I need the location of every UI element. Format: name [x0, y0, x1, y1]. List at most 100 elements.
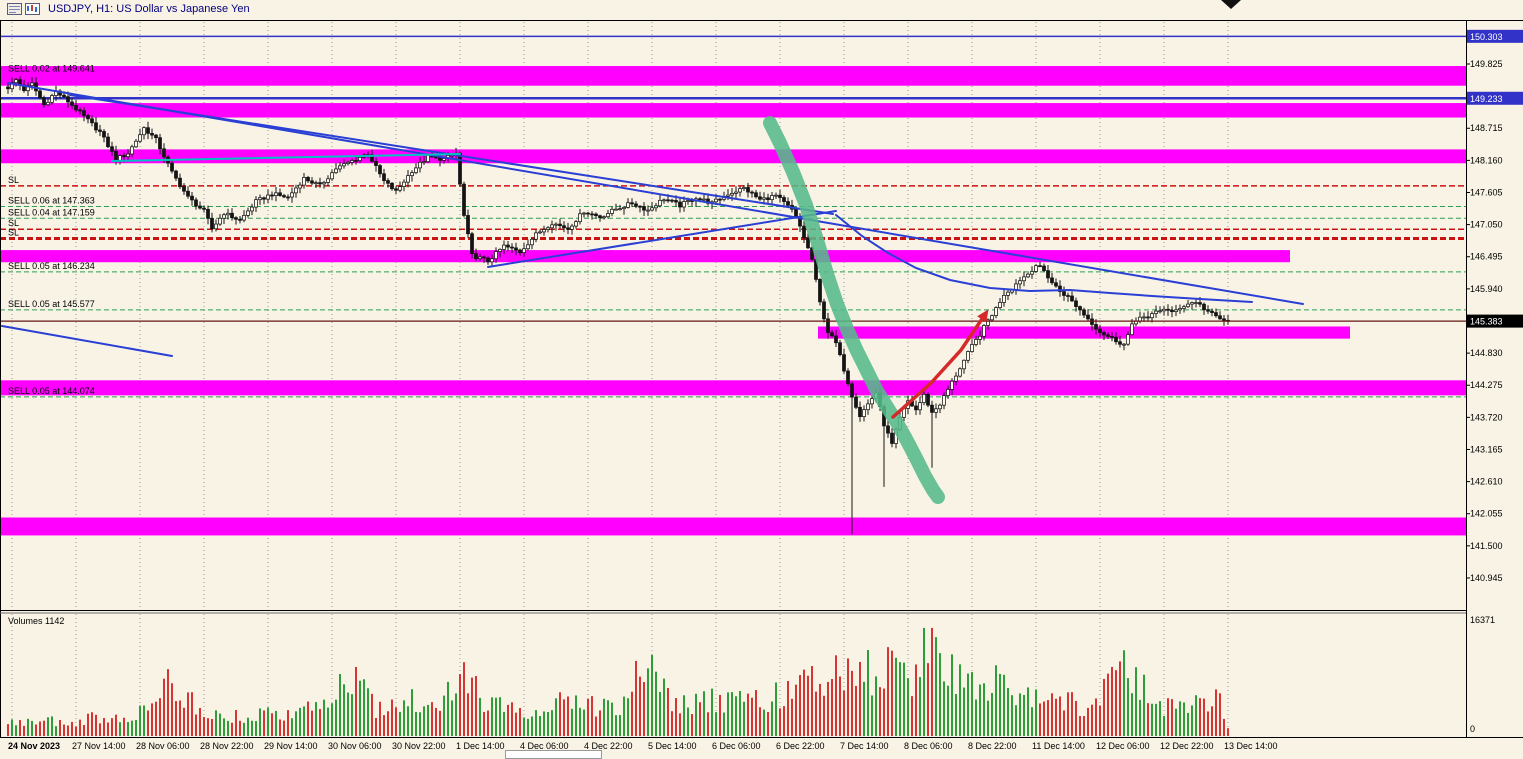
time-axis-label[interactable]: 4 Dec 22:00 [584, 741, 633, 751]
volume-bar [823, 695, 825, 736]
time-axis-label[interactable]: 6 Dec 06:00 [712, 741, 761, 751]
volume-bar [1227, 728, 1229, 736]
volume-bar [483, 711, 485, 736]
candle-down [282, 195, 286, 198]
candle-up [1142, 316, 1146, 319]
candle-down [310, 180, 314, 184]
volume-bar [863, 681, 865, 736]
volume-bar [539, 716, 541, 736]
time-axis-label[interactable]: 12 Dec 22:00 [1160, 741, 1214, 751]
volume-bar [203, 717, 205, 736]
short-descending-line[interactable] [1, 325, 173, 357]
time-axis-label[interactable]: 6 Dec 22:00 [776, 741, 825, 751]
moving-average-curve[interactable] [835, 214, 1253, 303]
time-axis-label[interactable]: 13 Dec 14:00 [1224, 741, 1278, 751]
price-tick-label: 143.165 [1470, 444, 1503, 454]
volume-bar [39, 721, 41, 736]
volume-bar [627, 698, 629, 736]
volume-bar [1159, 701, 1161, 736]
current-price-badge [1466, 314, 1523, 328]
volume-bar [595, 716, 597, 736]
candle-down [174, 170, 178, 179]
volume-bar [923, 627, 925, 736]
volume-bar [579, 707, 581, 736]
volume-bar [915, 664, 917, 736]
time-axis-label[interactable]: 5 Dec 14:00 [648, 741, 697, 751]
volume-bar [723, 712, 725, 736]
time-axis-label[interactable]: 24 Nov 2023 [8, 741, 60, 751]
volume-bar [51, 716, 53, 736]
candle-down [854, 396, 858, 408]
chart-properties-icon[interactable] [7, 3, 22, 15]
candle-up [682, 201, 686, 208]
time-axis-label[interactable]: 8 Dec 06:00 [904, 741, 953, 751]
red-trend-arrowhead-icon [977, 309, 989, 323]
volume-bar [983, 683, 985, 736]
time-axis-label[interactable]: 28 Nov 22:00 [200, 741, 254, 751]
price-zone-band[interactable] [818, 326, 1350, 339]
candle-up [214, 223, 218, 230]
volume-bar [1191, 705, 1193, 736]
volume-bar [215, 710, 217, 736]
time-axis-label[interactable]: 12 Dec 06:00 [1096, 741, 1150, 751]
volume-bar [727, 692, 729, 736]
price-zone-band[interactable] [0, 250, 1290, 263]
volume-bar [751, 697, 753, 736]
price-zone-band[interactable] [0, 66, 1466, 86]
candle-up [658, 199, 662, 207]
volume-bar [763, 709, 765, 736]
time-axis-label[interactable]: 1 Dec 14:00 [456, 741, 505, 751]
volume-bar [659, 691, 661, 736]
chart-menu-arrow-icon[interactable] [1221, 0, 1241, 9]
level-price-badge [1466, 91, 1523, 105]
time-axis-label[interactable]: 30 Nov 06:00 [328, 741, 382, 751]
time-axis-label[interactable]: 30 Nov 22:00 [392, 741, 446, 751]
time-axis-label[interactable]: 27 Nov 14:00 [72, 741, 126, 751]
time-axis-label[interactable]: 29 Nov 14:00 [264, 741, 318, 751]
volume-bar [515, 712, 517, 736]
candle-up [398, 186, 402, 191]
candle-down [1042, 265, 1046, 272]
candle-down [374, 160, 378, 166]
price-zone-band[interactable] [0, 380, 1466, 396]
ascending-wedge-line[interactable] [487, 210, 837, 268]
red-trend-arrow-line[interactable] [891, 314, 986, 419]
volume-bar [63, 724, 65, 736]
volume-bar [939, 653, 941, 736]
hand-drawn-green-curve[interactable] [763, 116, 945, 504]
candle-up [974, 339, 978, 345]
time-axis-label[interactable]: 11 Dec 14:00 [1032, 741, 1085, 751]
volume-bar [567, 696, 569, 736]
volume-bar [543, 711, 545, 736]
price-zone-band[interactable] [0, 517, 1466, 536]
volume-bar [1063, 710, 1065, 736]
stop-loss-label: SL [8, 218, 19, 228]
price-zone-band[interactable] [0, 103, 1466, 118]
volume-bar [1183, 702, 1185, 736]
volume-bar [1031, 707, 1033, 736]
candle-up [546, 227, 550, 230]
volume-bar [1047, 700, 1049, 736]
candle-down [1082, 309, 1086, 316]
time-axis-label[interactable]: 4 Dec 06:00 [520, 741, 569, 751]
candle-down [70, 101, 74, 106]
volume-bar [95, 714, 97, 736]
candle-down [394, 188, 398, 191]
price-zone-band[interactable] [0, 149, 1466, 164]
volume-bar [1167, 698, 1169, 736]
volume-bar [175, 701, 177, 736]
time-axis-label[interactable]: 8 Dec 22:00 [968, 741, 1017, 751]
candle-down [74, 105, 78, 111]
time-axis-label[interactable]: 7 Dec 14:00 [840, 741, 889, 751]
cyan-trendline[interactable] [111, 153, 461, 162]
candle-down [154, 134, 158, 139]
volume-bar [791, 698, 793, 736]
volume-bar [695, 693, 697, 736]
candlestick-chart-icon[interactable] [25, 3, 40, 15]
volume-bar [307, 701, 309, 736]
sell-order-label: SELL 0.05 at 146.234 [8, 261, 95, 271]
time-axis-label[interactable]: 28 Nov 06:00 [136, 741, 190, 751]
candle-up [862, 409, 866, 417]
candle-up [934, 408, 938, 413]
